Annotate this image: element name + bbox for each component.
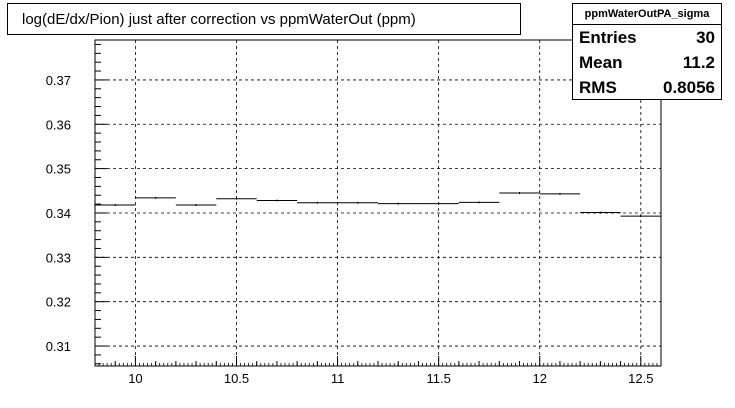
stats-row-rms: RMS 0.8056 <box>573 75 721 100</box>
stats-histogram-name: ppmWaterOutPA_sigma <box>573 4 721 25</box>
y-tick-label: 0.35 <box>46 162 71 177</box>
y-tick-label: 0.36 <box>46 117 71 132</box>
y-tick-label: 0.34 <box>46 206 71 221</box>
y-tick-label: 0.32 <box>46 295 71 310</box>
stats-label: Entries <box>579 28 637 47</box>
x-tick-label: 11 <box>331 371 345 386</box>
y-tick-label: 0.31 <box>46 339 71 354</box>
x-tick-label: 12 <box>532 371 546 386</box>
stats-box: ppmWaterOutPA_sigma Entries 30 Mean 11.2… <box>572 3 722 100</box>
stats-row-entries: Entries 30 <box>573 25 721 50</box>
stats-label: Mean <box>579 53 623 72</box>
stats-label: RMS <box>579 78 617 97</box>
y-tick-label: 0.37 <box>46 73 71 88</box>
chart-title: log(dE/dx/Pion) just after correction vs… <box>7 3 521 35</box>
x-tick-label: 12.5 <box>628 371 653 386</box>
axes: 10 10.5 11 11.5 12 12.5 0.31 0.32 0.33 0.34 0.35 0.… <box>46 43 662 386</box>
x-tick-label: 11.5 <box>426 371 450 386</box>
data-series <box>95 192 661 218</box>
stats-value: 0.8056 <box>663 78 715 97</box>
stats-row-mean: Mean 11.2 <box>573 50 721 75</box>
stats-value: 11.2 <box>682 53 715 72</box>
chart-title-text: log(dE/dx/Pion) just after correction vs… <box>22 10 416 28</box>
stats-value: 30 <box>696 28 715 47</box>
y-tick-label: 0.33 <box>46 250 71 265</box>
x-tick-label: 10 <box>128 371 142 386</box>
x-tick-label: 10.5 <box>224 371 249 386</box>
